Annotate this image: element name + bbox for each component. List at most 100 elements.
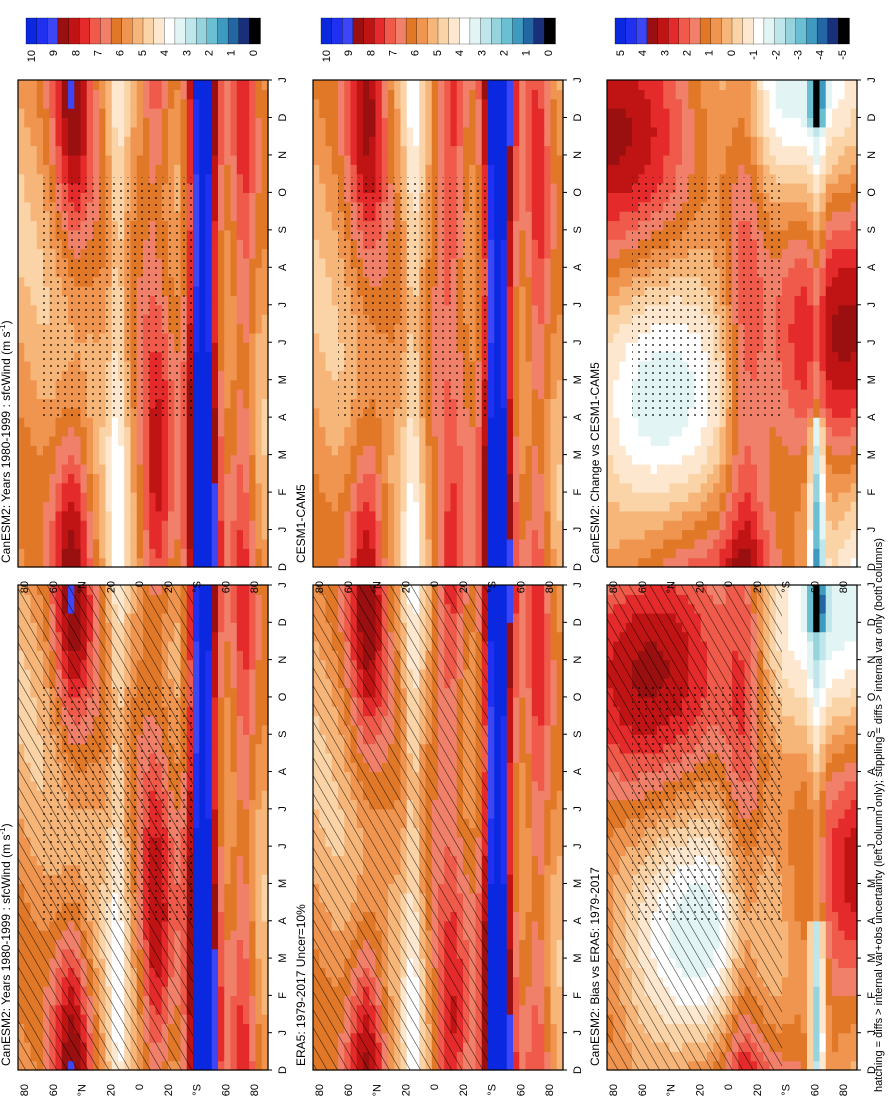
heatmap-cell (193, 164, 200, 175)
heatmap-cell (243, 967, 250, 978)
heatmap-cell (255, 314, 263, 325)
month-label: M (277, 879, 289, 888)
heatmap-cell (199, 286, 207, 297)
heatmap-cell (199, 229, 207, 240)
heatmap-cell (243, 557, 250, 568)
heatmap-cell (224, 407, 232, 418)
heatmap-cell (211, 342, 219, 353)
heatmap-cell (224, 211, 232, 222)
heatmap-cell (55, 445, 63, 456)
heatmap-cell (143, 435, 150, 446)
heatmap-cell (193, 799, 200, 810)
heatmap-cell (255, 930, 263, 941)
heatmap-cell (255, 1004, 263, 1015)
month-label: A (277, 413, 289, 421)
heatmap-cell (236, 1060, 244, 1071)
colorbar-label: 9 (48, 50, 60, 56)
heatmap-cell (174, 126, 182, 137)
heatmap-cell (186, 164, 194, 175)
heatmap-cell (193, 612, 200, 623)
heatmap-cell (130, 445, 138, 456)
heatmap-cell (236, 1014, 244, 1024)
heatmap-cell (199, 192, 207, 203)
heatmap-cell (18, 304, 25, 315)
heatmap-cell (211, 108, 219, 119)
heatmap-cell (224, 594, 232, 605)
heatmap-cell (36, 117, 44, 128)
heatmap-cell (218, 417, 225, 428)
heatmap-cell (218, 687, 225, 698)
month-label: J (277, 1030, 289, 1036)
heatmap-cell (224, 360, 232, 371)
heatmap-cell (261, 445, 269, 456)
heatmap-cell (180, 501, 188, 512)
heatmap-cell (86, 145, 94, 156)
heatmap-cell (24, 117, 32, 128)
heatmap-cell (105, 492, 113, 503)
heatmap-cell (255, 295, 263, 306)
heatmap-cell (74, 154, 82, 165)
heatmap-cell (205, 360, 213, 371)
heatmap-cell (249, 314, 257, 325)
heatmap-cell (205, 930, 213, 941)
heatmap-cell (249, 743, 257, 754)
heatmap-cell (230, 640, 238, 651)
heatmap-cell (261, 1032, 269, 1043)
heatmap-cell (205, 734, 213, 745)
heatmap-cell (93, 482, 100, 493)
heatmap-cell (199, 734, 207, 745)
heatmap-cell (36, 351, 44, 362)
heatmap-cell (211, 89, 219, 100)
heatmap-cell (180, 108, 188, 119)
heatmap-cell (118, 510, 125, 521)
heatmap-cell (261, 808, 269, 819)
heatmap-cell (74, 510, 82, 521)
heatmap-cell (236, 482, 244, 493)
heatmap-cell (249, 417, 257, 428)
heatmap-cell (211, 164, 219, 175)
heatmap-cell (224, 557, 232, 568)
colorbar-label: 5 (137, 50, 149, 56)
heatmap-cell (143, 117, 150, 128)
heatmap-cell (99, 154, 107, 165)
heatmap-cell (118, 145, 125, 156)
heatmap-cell (30, 501, 38, 512)
heatmap-cell (18, 538, 25, 549)
heatmap-cell (18, 445, 25, 456)
heatmap-cell (243, 1051, 250, 1062)
heatmap-cell (218, 80, 225, 90)
heatmap-cell (199, 883, 207, 894)
heatmap-cell (149, 164, 157, 175)
heatmap-cell (149, 417, 157, 428)
heatmap-cell (211, 976, 219, 987)
heatmap-cell (136, 557, 144, 568)
heatmap-cell (86, 417, 94, 428)
heatmap-cell (136, 529, 144, 540)
heatmap-cell (224, 398, 232, 409)
heatmap-cell (24, 239, 32, 250)
heatmap-cell (86, 108, 94, 119)
heatmap-cell (261, 874, 269, 885)
heatmap-cell (180, 426, 188, 437)
heatmap-cell (243, 995, 250, 1006)
heatmap-cell (255, 445, 263, 456)
heatmap-cell (211, 1023, 219, 1034)
heatmap-cell (261, 520, 269, 531)
heatmap-cell (105, 482, 113, 493)
heatmap-cell (261, 976, 269, 987)
heatmap-cell (193, 173, 200, 184)
heatmap-cell (230, 594, 238, 605)
heatmap-cell (261, 379, 269, 390)
heatmap-cell (199, 267, 207, 278)
heatmap-cell (80, 520, 88, 531)
month-label: J (277, 843, 289, 849)
heatmap-cell (155, 117, 163, 128)
heatmap-cell (99, 164, 107, 175)
heatmap-cell (211, 248, 219, 259)
heatmap-cell (199, 548, 207, 559)
heatmap-cell (255, 902, 263, 913)
heatmap-cell (36, 286, 44, 297)
heatmap-cell (224, 276, 232, 287)
heatmap-cell (205, 668, 213, 679)
heatmap-cell (193, 892, 200, 903)
